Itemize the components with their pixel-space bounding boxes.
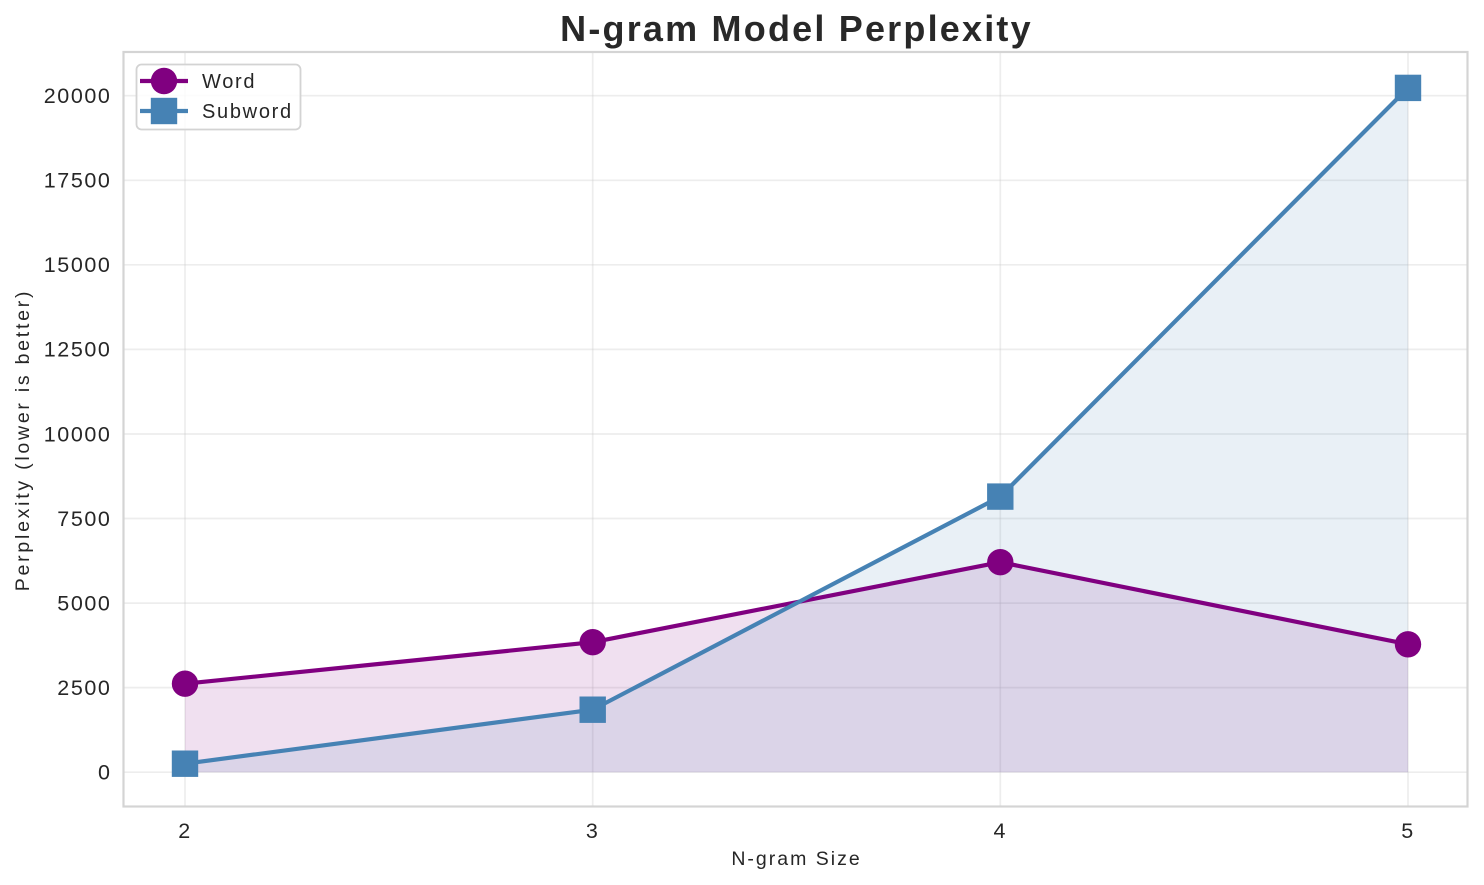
svg-text:20000: 20000 xyxy=(44,84,112,108)
svg-text:N-gram Size: N-gram Size xyxy=(731,848,861,870)
svg-text:N-gram Model Perplexity: N-gram Model Perplexity xyxy=(560,8,1033,49)
svg-text:2: 2 xyxy=(178,819,192,843)
svg-text:12500: 12500 xyxy=(44,338,112,362)
svg-text:Perplexity (lower is better): Perplexity (lower is better) xyxy=(12,289,34,591)
svg-text:5000: 5000 xyxy=(57,591,111,615)
svg-text:5: 5 xyxy=(1401,819,1415,843)
svg-text:7500: 7500 xyxy=(57,507,111,531)
svg-text:Word: Word xyxy=(202,71,256,93)
svg-text:10000: 10000 xyxy=(44,422,112,446)
svg-text:4: 4 xyxy=(994,819,1008,843)
svg-text:3: 3 xyxy=(586,819,600,843)
svg-text:2500: 2500 xyxy=(57,676,111,700)
svg-text:17500: 17500 xyxy=(44,169,112,193)
svg-text:15000: 15000 xyxy=(44,253,112,277)
svg-text:Subword: Subword xyxy=(202,101,293,123)
svg-text:0: 0 xyxy=(98,761,112,785)
